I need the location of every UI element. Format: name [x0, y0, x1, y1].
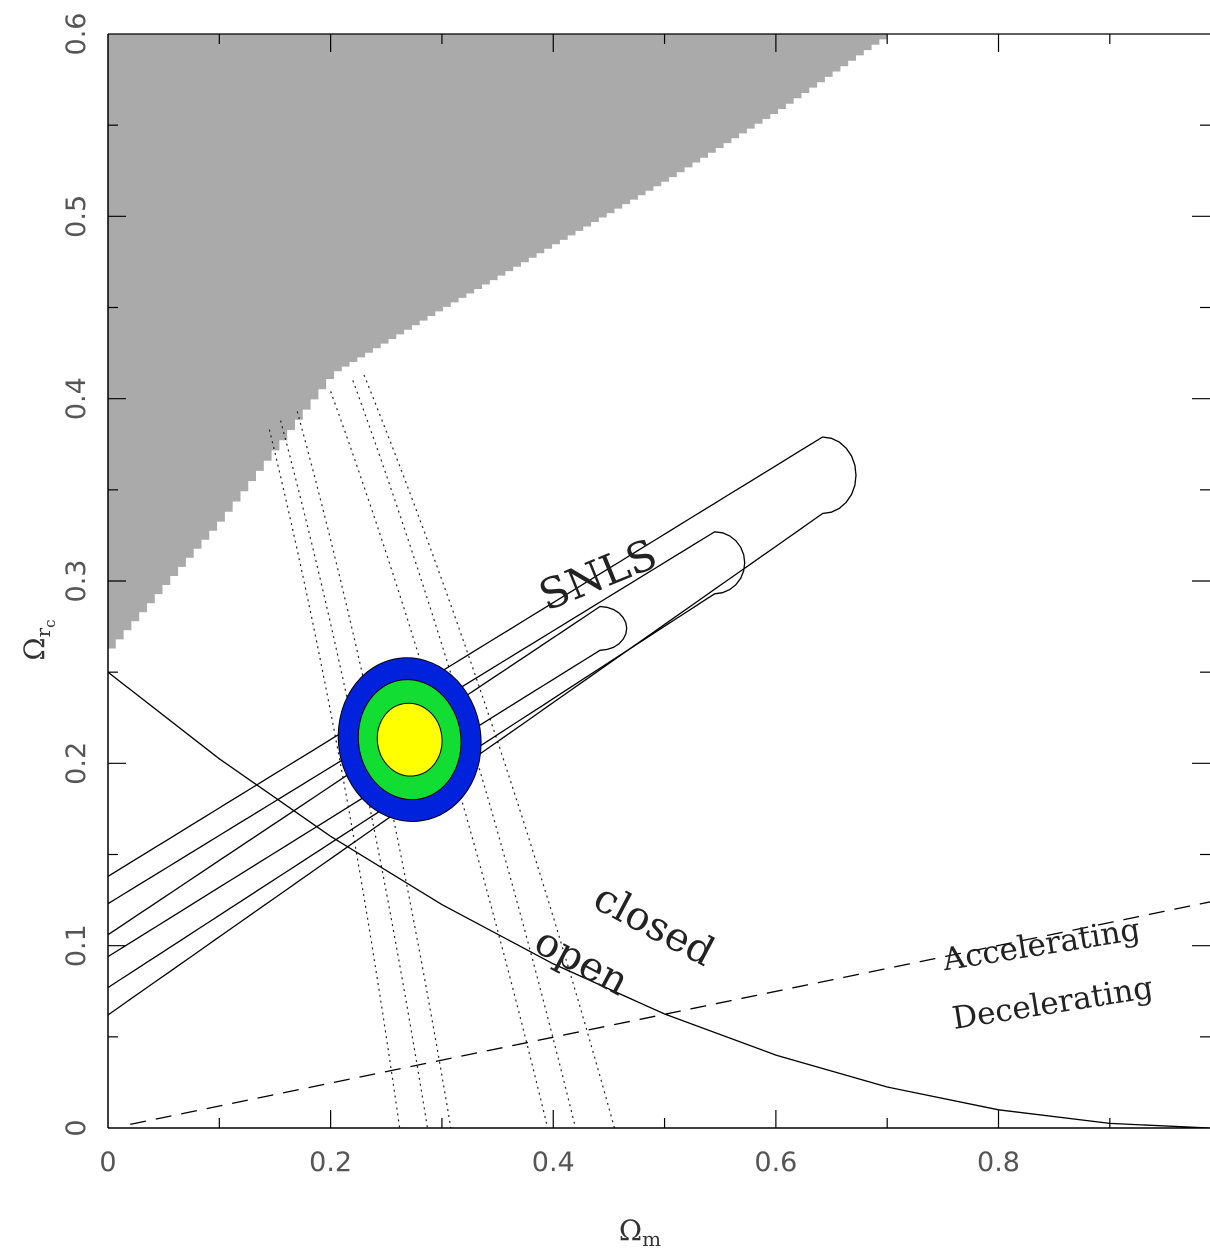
x-tick-label: 0	[99, 1147, 116, 1178]
y-tick-label: 0.6	[61, 13, 92, 56]
tick-labels: 0 0.2 0.4 0.6 0.8 0 0.1 0.2 0.3 0.4 0.5 0.6	[61, 13, 1020, 1178]
snls-contour-1	[108, 436, 857, 1016]
flat-universe-curve	[108, 671, 1210, 1128]
plot-area	[108, 34, 1210, 1128]
x-tick-label: 0.2	[309, 1147, 352, 1178]
annotation-decelerating: Decelerating	[950, 970, 1156, 1037]
acceleration-boundary-line	[130, 901, 1210, 1125]
axes-frame	[107, 33, 1210, 1129]
dotted-contour-6	[363, 374, 616, 1128]
y-tick-label: 0.4	[61, 377, 92, 420]
svg-text:Ωrc: Ωrc	[18, 619, 59, 660]
x-tick-label: 0.4	[532, 1147, 575, 1178]
x-tick-label: 0.8	[977, 1147, 1020, 1178]
snls-contour-2	[108, 531, 746, 989]
snls-contour-3	[108, 605, 628, 958]
annotation-accelerating: Accelerating	[939, 912, 1142, 979]
dotted-contour-1	[268, 429, 401, 1128]
y-tick-label: 0.3	[61, 560, 92, 603]
y-axis-title: Ωrc	[18, 619, 59, 660]
annotation-snls: SNLS	[532, 529, 664, 620]
y-tick-label: 0.1	[61, 924, 92, 967]
y-tick-label: 0	[61, 1119, 92, 1136]
x-axis-title: Ωm	[619, 1214, 661, 1251]
excluded-region	[108, 34, 888, 649]
y-tick-label: 0.5	[61, 195, 92, 238]
joint-contour-inner	[376, 702, 443, 777]
y-tick-label: 0.2	[61, 742, 92, 785]
x-tick-label: 0.6	[754, 1147, 797, 1178]
